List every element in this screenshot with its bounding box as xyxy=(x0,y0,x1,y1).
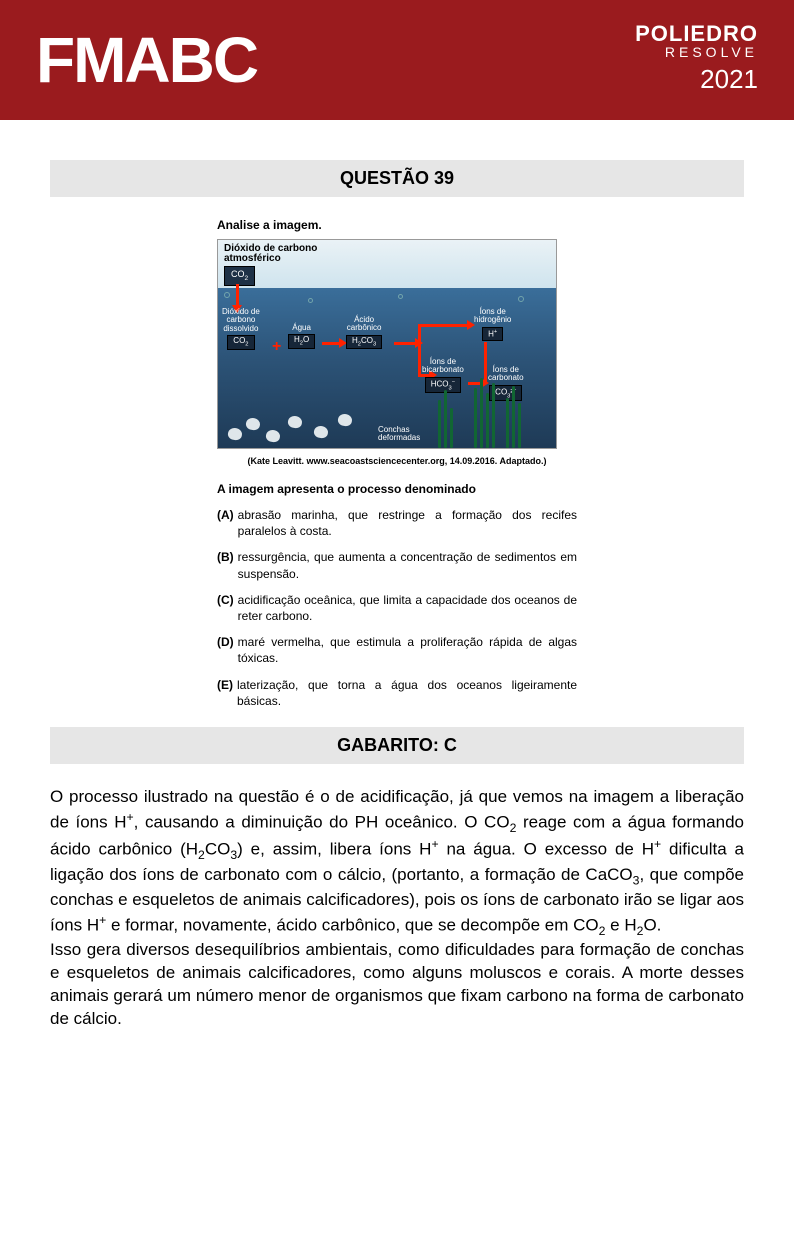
arrow-icon xyxy=(322,342,340,345)
bubble-icon xyxy=(224,292,230,298)
bubble-icon xyxy=(308,298,313,303)
arrow-icon xyxy=(418,324,468,327)
arrow-icon xyxy=(484,342,487,382)
seaweed-icon xyxy=(472,378,496,448)
shell-icon xyxy=(245,417,261,431)
node-acido: Ácidocarbônico H2CO3 xyxy=(346,316,382,349)
option-letter: (C) xyxy=(217,592,234,624)
arrow-icon xyxy=(236,284,239,306)
bubble-icon xyxy=(518,296,524,302)
exam-logo: FMABC xyxy=(36,23,257,97)
seaweed-icon xyxy=(436,378,460,448)
node-co2-diss: Dióxido decarbonodissolvido CO2 xyxy=(222,308,260,350)
option-text: abrasão marinha, que restringe a formaçã… xyxy=(238,507,577,539)
plus-icon: + xyxy=(272,336,281,358)
header-banner: FMABC POLIEDRO RESOLVE 2021 xyxy=(0,0,794,120)
option-letter: (A) xyxy=(217,507,234,539)
question-lead: Analise a imagem. xyxy=(217,217,577,233)
question-block: Analise a imagem. Dióxido de carbono atm… xyxy=(217,217,577,709)
node-agua: Água H2O xyxy=(288,324,315,349)
shell-icon xyxy=(287,415,303,429)
option-text: ressurgência, que aumenta a concentração… xyxy=(238,549,577,581)
option-letter: (B) xyxy=(217,549,234,581)
option-text: laterização, que torna a água dos oceano… xyxy=(237,677,577,709)
shell-icon xyxy=(313,425,329,439)
option-letter: (D) xyxy=(217,634,234,666)
option-e: (E) laterização, que torna a água dos oc… xyxy=(217,677,577,709)
brand-block: POLIEDRO RESOLVE 2021 xyxy=(635,23,758,97)
conchas-label: Conchasdeformadas xyxy=(378,426,420,442)
brand-line2: RESOLVE xyxy=(635,45,758,60)
seaweed-icon xyxy=(504,378,528,448)
option-b: (B) ressurgência, que aumenta a concentr… xyxy=(217,549,577,581)
shell-icon xyxy=(337,413,353,427)
image-source: (Kate Leavitt. www.seacoastsciencecenter… xyxy=(217,455,577,467)
arrow-icon xyxy=(394,342,416,345)
chip-co2-atm: CO2 xyxy=(224,266,255,286)
question-stem: A imagem apresenta o processo denominado xyxy=(217,481,577,497)
option-text: maré vermelha, que estimula a proliferaç… xyxy=(238,634,577,666)
answer-bar: GABARITO: C xyxy=(50,727,744,764)
shell-icon xyxy=(227,427,243,441)
ocean-acidification-diagram: Dióxido de carbono atmosférico CO2 Dióxi… xyxy=(217,239,557,449)
node-h: Íons dehidrogênio H+ xyxy=(474,308,511,341)
diagram-title-2: atmosférico xyxy=(224,254,550,264)
option-a: (A) abrasão marinha, que restringe a for… xyxy=(217,507,577,539)
brand-line1: POLIEDRO xyxy=(635,23,758,45)
question-number-bar: QUESTÃO 39 xyxy=(50,160,744,197)
option-d: (D) maré vermelha, que estimula a prolif… xyxy=(217,634,577,666)
explanation-text: O processo ilustrado na questão é o de a… xyxy=(50,786,744,1031)
arrow-icon xyxy=(418,324,421,376)
option-text: acidificação oceânica, que limita a capa… xyxy=(238,592,577,624)
option-c: (C) acidificação oceânica, que limita a … xyxy=(217,592,577,624)
brand-year: 2021 xyxy=(635,61,758,97)
diagram-ocean: Dióxido decarbonodissolvido CO2 + Água H… xyxy=(218,288,556,448)
option-letter: (E) xyxy=(217,677,233,709)
shell-icon xyxy=(265,429,281,443)
diagram-sky: Dióxido de carbono atmosférico CO2 xyxy=(218,240,556,288)
bubble-icon xyxy=(398,294,403,299)
